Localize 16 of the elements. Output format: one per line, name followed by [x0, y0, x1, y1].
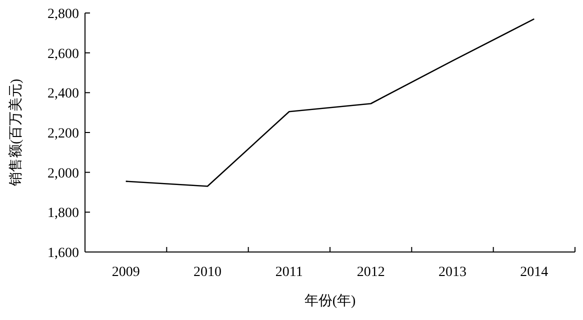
- x-tick-label: 2010: [194, 265, 222, 280]
- x-tick-label: 2009: [112, 265, 140, 280]
- y-tick-label: 2,800: [48, 7, 79, 22]
- y-tick-label: 1,600: [48, 246, 79, 261]
- x-tick-label: 2014: [520, 265, 548, 280]
- x-tick-label: 2013: [438, 265, 466, 280]
- y-tick-label: 2,400: [48, 86, 79, 102]
- x-tick-label: 2011: [275, 265, 303, 280]
- y-tick-label: 2,600: [48, 46, 79, 62]
- y-axis-title: 销售额(百万美元): [8, 78, 24, 188]
- y-tick-label: 2,200: [48, 126, 79, 142]
- line-series: [125, 18, 535, 187]
- x-tick-label: 2012: [356, 265, 385, 280]
- y-tick-label: 2,000: [48, 166, 79, 182]
- y-tick-label: 1,800: [48, 206, 79, 222]
- x-axis-title: 年份(年): [304, 293, 356, 309]
